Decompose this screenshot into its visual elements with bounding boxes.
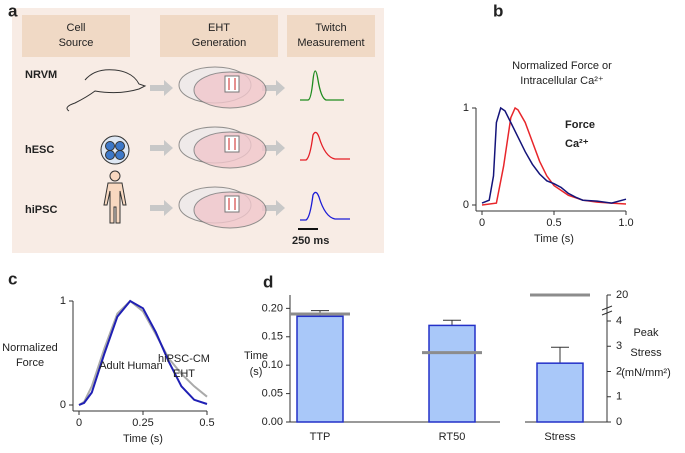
bar [296, 315, 344, 423]
y-tick-label: 0.05 [262, 387, 283, 399]
header-text: Generation [192, 37, 246, 49]
series-line [78, 299, 208, 406]
y-tick-label: 0 [463, 199, 469, 211]
bar [428, 324, 476, 423]
chart-title: Normalized Force or [512, 60, 612, 72]
y2-tick-label: 4 [616, 315, 622, 327]
panel-label: c [8, 269, 17, 288]
header-text: Source [59, 37, 94, 49]
header-box [22, 15, 130, 57]
y-axis-label: Normalized [2, 342, 58, 354]
x-tick-label: RT50 [439, 431, 466, 443]
panel-label: b [493, 1, 503, 20]
x-tick-label: 0.25 [132, 417, 153, 429]
series-label: hiPSC-CM [158, 353, 210, 365]
header-box [160, 15, 278, 57]
series-label: EHT [173, 368, 195, 380]
series-line [481, 106, 627, 204]
y2-axis-label: (mN/mm²) [621, 367, 670, 379]
x-tick-label: TTP [310, 431, 331, 443]
x-tick-label: Stress [544, 431, 576, 443]
x-tick-label: 0.5 [199, 417, 214, 429]
x-axis-label: Time (s) [123, 433, 163, 445]
x-tick-label: 1.0 [618, 217, 633, 229]
header-text: Twitch [315, 22, 346, 34]
x-tick-label: 0 [76, 417, 82, 429]
y-axis-label: (s) [250, 366, 263, 378]
panel-label: a [8, 1, 18, 20]
header-text: Cell [67, 22, 86, 34]
y2-tick-label: 1 [616, 391, 622, 403]
legend-entry: Ca²⁺ [565, 138, 589, 150]
y-tick-label: 1 [463, 102, 469, 114]
legend-entry: Force [565, 119, 595, 131]
row-label: hESC [25, 144, 54, 156]
y-tick-label: 0 [60, 399, 66, 411]
header-box [287, 15, 375, 57]
y-tick-label: 1 [60, 295, 66, 307]
y-axis-label: Force [16, 357, 44, 369]
x-tick-label: 0.5 [546, 217, 561, 229]
twitch-traces [298, 70, 350, 230]
y2-tick-label: 0 [616, 416, 622, 428]
icons [66, 69, 147, 224]
arrows [150, 80, 285, 216]
series-line [481, 106, 627, 206]
y2-axis-label: Stress [630, 347, 662, 359]
chart-title: Intracellular Ca²⁺ [520, 75, 604, 87]
y-axis-label: Time [244, 350, 268, 362]
y-tick-label: 0.20 [262, 302, 283, 314]
series-label: Adult Human [99, 360, 163, 372]
y2-axis-label: Peak [633, 327, 659, 339]
dishes [178, 66, 267, 229]
scale-bar-label: 250 ms [292, 235, 329, 247]
header-text: Measurement [297, 37, 364, 49]
header-text: EHT [208, 22, 230, 34]
y-tick-label: 0.10 [262, 359, 283, 371]
series-line [78, 299, 208, 406]
y-tick-label: 0.15 [262, 331, 283, 343]
x-axis-label: Time (s) [534, 233, 574, 245]
row-label: hiPSC [25, 204, 57, 216]
y2-tick-label: 20 [616, 289, 628, 301]
panel-label: d [263, 272, 273, 291]
y2-tick-label: 3 [616, 340, 622, 352]
y2-tick-label: 2 [616, 365, 622, 377]
x-tick-label: 0 [479, 217, 485, 229]
y-tick-label: 0.00 [262, 416, 283, 428]
row-label: NRVM [25, 69, 57, 81]
bar [536, 362, 584, 423]
